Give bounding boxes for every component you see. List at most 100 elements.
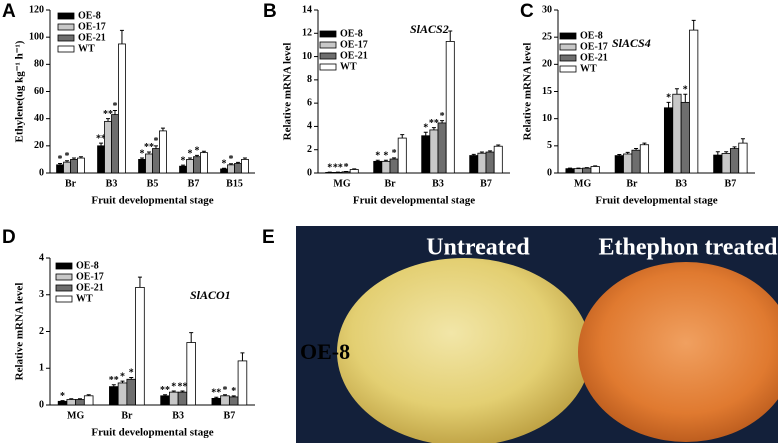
bar [228,396,239,406]
significance: ** [109,375,119,386]
x-tick-label: B15 [226,178,243,189]
bar [97,145,105,174]
significance: * [440,111,445,122]
bar [118,43,126,174]
error-bar [479,151,484,154]
y-tick-label: 10 [302,51,312,62]
significance: * [344,162,349,173]
y-tick-label: 1 [39,363,44,374]
bar [663,107,674,174]
y-tick-label: 4 [39,252,44,263]
error-bar [240,352,245,361]
x-tick-label: B3 [172,410,184,421]
error-bar [194,154,199,157]
error-bar [448,30,453,42]
error-bar [496,144,501,147]
error-bar [77,398,82,400]
error-bar [231,395,236,397]
bar [75,399,85,406]
error-bar [383,159,388,162]
y-tick-label: 8 [307,74,312,85]
error-bar [683,93,688,103]
bar [63,161,71,174]
error-bar [171,390,176,393]
legend-swatch [319,52,337,60]
bar [349,169,359,174]
y-tick-label: 0 [39,167,44,178]
legend-label: OE-17 [580,41,608,52]
error-bar [666,101,671,108]
error-bar [440,120,445,123]
legend-swatch [319,63,337,71]
error-bar [568,167,573,169]
significance: * [683,85,688,96]
bar [623,153,633,174]
error-bar [60,400,65,402]
bar [126,378,136,406]
panel-label: C [520,1,534,22]
gene-title: SlACS4 [612,36,651,50]
fruit-treated [578,262,778,442]
y-tick-label: 20 [34,140,44,151]
bar [397,137,407,174]
y-tick-label: 100 [29,31,44,42]
significance: * [375,150,380,161]
bar [721,153,731,174]
bar [614,155,624,174]
panel-label: D [2,227,16,248]
bar [445,41,455,174]
x-tick-label: B7 [224,410,236,421]
bar [389,158,399,174]
x-tick-label: Br [384,178,396,189]
panel-label: E [262,227,275,248]
error-bar [740,138,745,144]
significance: * [58,154,63,165]
legend-label: OE-21 [340,50,368,61]
error-bar [617,154,622,156]
significance: ** [429,118,439,129]
bar [582,167,592,174]
legend-label: WT [580,63,597,74]
bar [469,155,479,174]
error-bar [147,151,152,154]
error-bar [201,150,206,153]
legend-label: WT [76,293,93,304]
legend-label: OE-8 [340,28,363,39]
photo-title: Untreated [426,235,530,261]
error-bar [99,142,104,146]
bar [56,164,64,174]
error-bar [222,167,227,169]
bar [477,152,487,174]
error-bar [431,127,436,130]
error-bar [163,394,168,396]
bar [738,142,748,174]
significance: ** [211,388,221,399]
bar [109,386,119,406]
error-bar [229,163,234,165]
error-bar [181,164,186,167]
significance: * [153,136,158,147]
y-tick-label: 40 [34,113,44,124]
error-bar [642,142,647,145]
bar [485,151,495,174]
bar [70,159,78,174]
legend-label: OE-21 [580,52,608,63]
significance: ** [144,142,154,153]
legend-label: OE-8 [76,260,99,271]
x-tick-label: B7 [188,178,200,189]
y-tick-label: 15 [542,86,552,97]
significance: * [229,154,234,165]
y-tick-label: 60 [34,86,44,97]
legend-swatch [57,12,75,20]
bar [200,152,208,174]
legend-swatch [55,284,73,292]
error-bar [423,131,428,136]
bar [159,130,167,174]
error-bar [223,394,228,396]
legend-swatch [55,262,73,270]
y-tick-label: 80 [34,59,44,70]
significance: * [140,148,145,159]
significance: ** [160,385,170,396]
bar [152,148,160,174]
